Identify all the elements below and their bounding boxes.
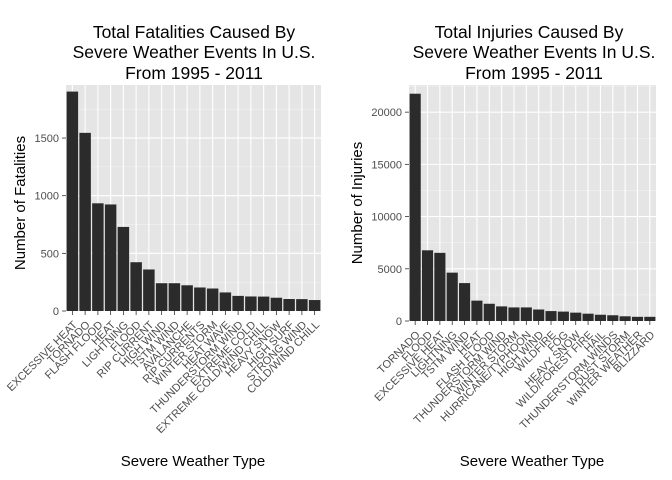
fatalities-chart: Total Fatalities Caused By Severe Weathe… [5,22,322,470]
fatalities-y-axis-title: Number of Fatalities [12,136,29,270]
injuries-bar [409,93,421,321]
fatalities-bar [283,299,295,311]
injuries-bar [520,307,532,321]
fatalities-bar [117,226,130,311]
fatalities-bar [270,297,283,311]
injuries-bar [446,272,458,321]
injuries-plot-panel [409,85,656,321]
fatalities-bar [206,288,219,311]
injuries-bar [644,316,656,321]
injuries-bar [619,316,631,321]
injuries-bar [496,306,508,321]
fatalities-bar [257,296,270,311]
injuries-y-tick-label: 15000 [371,159,402,171]
injuries-y-ticks: 0 5000 10000 15000 20000 [371,107,409,328]
injuries-bar [570,312,582,321]
injuries-bar [582,313,594,321]
fatalities-bar [130,262,142,311]
injuries-y-tick-label: 0 [396,316,402,328]
fatalities-bar [92,203,104,311]
injuries-chart-title-line-1: Total Injuries Caused By [435,22,624,42]
injuries-bar [421,250,434,321]
fatalities-y-tick-label: 1000 [35,191,59,203]
injuries-y-tick-label: 10000 [371,212,402,224]
injuries-bar [533,309,545,321]
injuries-chart-title-line-2: Severe Weather Events In U.S. [413,42,656,62]
fatalities-y-tick-label: 0 [53,306,59,318]
fatalities-plot-panel [66,85,321,311]
fatalities-bar [232,295,244,311]
injuries-bar [607,315,619,321]
injuries-y-tick-label: 5000 [378,264,402,276]
fatalities-bar [219,292,232,311]
fatalities-y-tick-label: 1500 [35,133,59,145]
injuries-bar [459,283,471,321]
fatalities-y-ticks: 0 500 1000 1500 [35,133,66,318]
injuries-bar [557,311,569,321]
fatalities-chart-title-line-3: From 1995 - 2011 [125,63,263,83]
injuries-chart-title-line-3: From 1995 - 2011 [465,63,603,83]
injuries-bar [508,307,520,321]
fatalities-bar [181,285,193,311]
fatalities-bar [79,132,91,311]
injuries-bar [631,316,644,321]
fatalities-chart-title-line-1: Total Fatalities Caused By [93,22,296,42]
injuries-chart: Total Injuries Caused By Severe Weather … [349,22,657,470]
fatalities-chart-title-line-2: Severe Weather Events In U.S. [73,42,316,62]
injuries-bar [434,252,446,321]
fatalities-bar [194,287,206,311]
fatalities-bar [143,269,155,311]
injuries-bar [545,311,557,321]
fatalities-bar [168,283,181,311]
fatalities-bars [66,91,321,311]
injuries-bar [471,300,483,321]
fatalities-bar [245,296,257,311]
injuries-gridlines [409,85,656,322]
fatalities-bar [66,91,79,311]
fatalities-y-tick-label: 500 [41,248,59,260]
injuries-y-tick-label: 20000 [371,107,402,119]
fatalities-bar [296,299,308,311]
fatalities-x-axis-title: Severe Weather Type [121,453,266,470]
fatalities-bar [155,283,168,311]
injuries-bar [483,303,495,321]
injuries-x-axis-title: Severe Weather Type [460,453,605,470]
fatalities-bar [104,204,117,311]
fatalities-bar [308,300,321,311]
injuries-y-axis-title: Number of Injuries [349,142,366,265]
injuries-bars [409,93,656,321]
injuries-bar [594,314,606,321]
